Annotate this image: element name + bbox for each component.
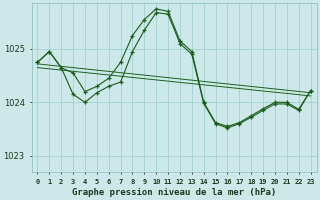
X-axis label: Graphe pression niveau de la mer (hPa): Graphe pression niveau de la mer (hPa) xyxy=(72,188,276,197)
